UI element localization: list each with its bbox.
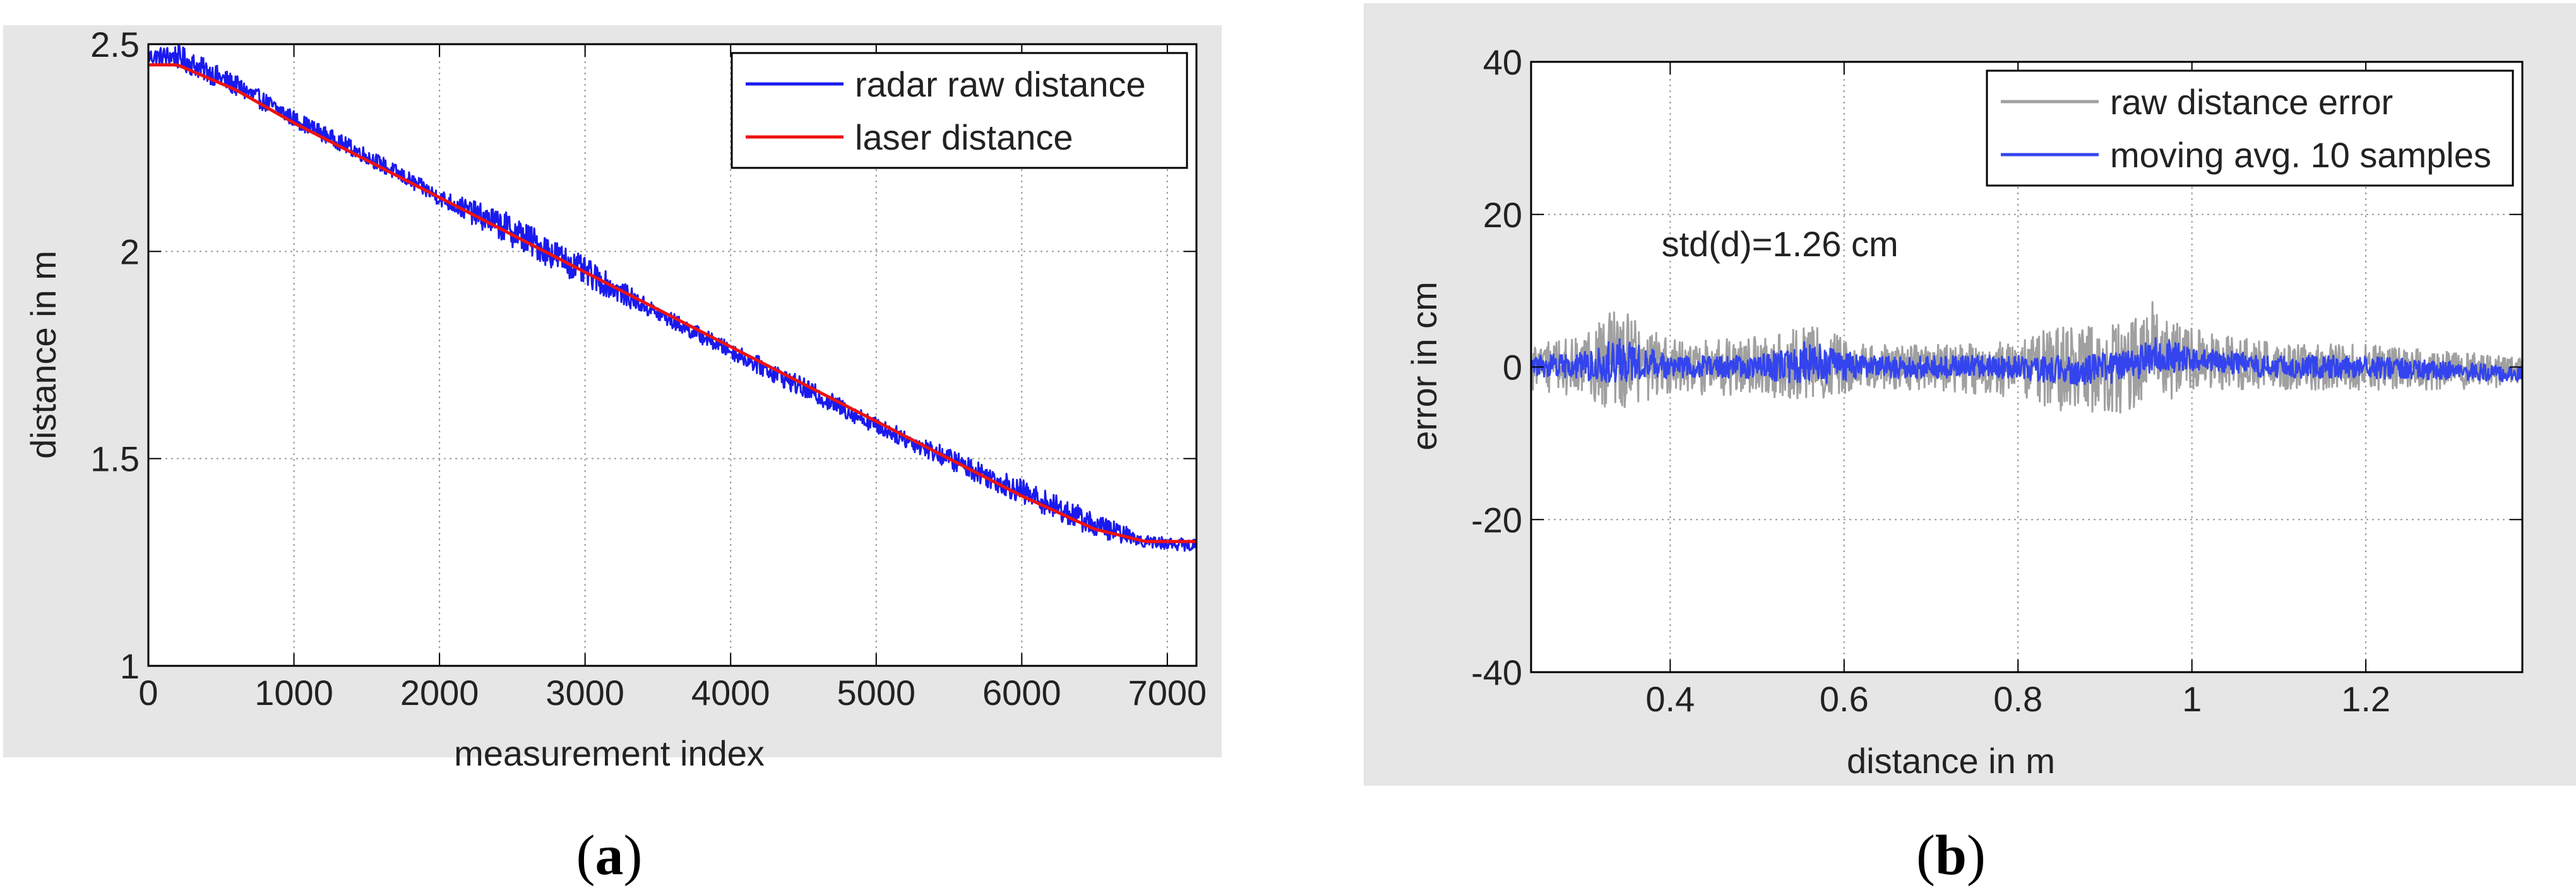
y-tick-label: -40 xyxy=(1471,653,1522,692)
legend-box xyxy=(730,52,1188,169)
axes-box xyxy=(147,43,1198,667)
legend: radar raw distance laser distance xyxy=(730,52,1188,169)
x-tick-label: 0 xyxy=(138,673,158,713)
chart-panel-a: 0 1000 2000 3000 4000 5000 6000 7000 1 1.5 2 2.5 mea… xyxy=(3,25,1222,887)
x-tick-label: 7000 xyxy=(1128,673,1207,713)
x-tick-label: 5000 xyxy=(837,673,915,713)
x-axis-label: measurement index xyxy=(454,733,765,773)
x-axis-label: distance in m xyxy=(1847,741,2055,781)
y-tick-label: 1.5 xyxy=(90,439,140,479)
x-tick-label: 0.4 xyxy=(1645,679,1695,719)
y-tick-label: -20 xyxy=(1471,500,1522,540)
series-group xyxy=(1531,301,2522,414)
legend-label: moving avg. 10 samples xyxy=(2110,135,2491,175)
x-tick-label: 0.8 xyxy=(1993,679,2042,719)
x-tick-label: 1.2 xyxy=(2341,679,2390,719)
y-tick-label: 2 xyxy=(120,232,140,271)
annotation-text: std(d)=1.26 cm xyxy=(1662,224,1899,264)
series-group xyxy=(148,44,1196,552)
x-tick-label: 0.6 xyxy=(1820,679,1869,719)
legend-label: radar raw distance xyxy=(855,64,1146,104)
x-tick-label: 2000 xyxy=(400,673,479,713)
legend-box xyxy=(1986,69,2514,187)
chart-panel-b: 0.4 0.6 0.8 1 1.2 -40 -20 0 20 40 distance in m err… xyxy=(1364,3,2576,887)
x-tick-label: 4000 xyxy=(691,673,770,713)
x-tick-label: 3000 xyxy=(546,673,624,713)
x-tick-label: 1000 xyxy=(254,673,333,713)
panel-label: (b) xyxy=(1916,824,1986,887)
x-tick-label: 6000 xyxy=(982,673,1061,713)
series-line-2 xyxy=(148,63,1196,543)
y-axis-label: error in cm xyxy=(1404,281,1444,451)
y-tick-label: 40 xyxy=(1483,42,1522,82)
y-axis-label: distance in m xyxy=(23,251,63,459)
series-line-2 xyxy=(1531,337,2522,386)
y-tick-label: 0 xyxy=(1503,348,1522,388)
legend-label: raw distance error xyxy=(2110,82,2393,122)
y-tick-label: 2.5 xyxy=(90,25,140,64)
panel-label: (a) xyxy=(576,824,643,887)
legend: raw distance error moving avg. 10 samples xyxy=(1986,69,2514,187)
legend-label: laser distance xyxy=(855,117,1073,157)
y-tick-label: 20 xyxy=(1483,195,1522,235)
y-tick-label: 1 xyxy=(120,646,140,686)
x-tick-label: 1 xyxy=(2182,679,2202,719)
